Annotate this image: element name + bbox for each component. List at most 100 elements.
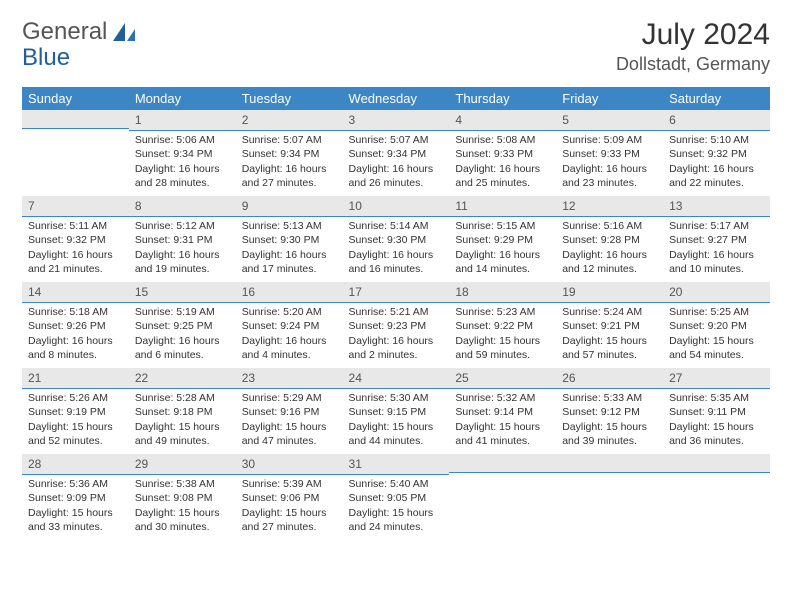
sunset-text: Sunset: 9:16 PM (242, 405, 337, 419)
daylight-text: Daylight: 15 hours and 52 minutes. (28, 420, 123, 448)
calendar-day-cell: 23Sunrise: 5:29 AMSunset: 9:16 PMDayligh… (236, 368, 343, 454)
weekday-header: Friday (556, 87, 663, 110)
day-number: 29 (129, 454, 236, 475)
sunrise-text: Sunrise: 5:28 AM (135, 391, 230, 405)
calendar-day-cell: 6Sunrise: 5:10 AMSunset: 9:32 PMDaylight… (663, 110, 770, 196)
header: General July 2024 Dollstadt, Germany (22, 18, 770, 75)
day-number (663, 454, 770, 473)
calendar-day-cell: 17Sunrise: 5:21 AMSunset: 9:23 PMDayligh… (343, 282, 450, 368)
sunrise-text: Sunrise: 5:10 AM (669, 133, 764, 147)
day-data: Sunrise: 5:39 AMSunset: 9:06 PMDaylight:… (236, 475, 343, 538)
day-data: Sunrise: 5:21 AMSunset: 9:23 PMDaylight:… (343, 303, 450, 366)
sunset-text: Sunset: 9:29 PM (455, 233, 550, 247)
sunset-text: Sunset: 9:32 PM (28, 233, 123, 247)
sunrise-text: Sunrise: 5:23 AM (455, 305, 550, 319)
day-data: Sunrise: 5:23 AMSunset: 9:22 PMDaylight:… (449, 303, 556, 366)
day-data: Sunrise: 5:32 AMSunset: 9:14 PMDaylight:… (449, 389, 556, 452)
calendar-week-row: 1Sunrise: 5:06 AMSunset: 9:34 PMDaylight… (22, 110, 770, 196)
sunrise-text: Sunrise: 5:19 AM (135, 305, 230, 319)
day-data: Sunrise: 5:33 AMSunset: 9:12 PMDaylight:… (556, 389, 663, 452)
sunrise-text: Sunrise: 5:25 AM (669, 305, 764, 319)
day-data: Sunrise: 5:13 AMSunset: 9:30 PMDaylight:… (236, 217, 343, 280)
weekday-header: Sunday (22, 87, 129, 110)
calendar-day-cell: 9Sunrise: 5:13 AMSunset: 9:30 PMDaylight… (236, 196, 343, 282)
daylight-text: Daylight: 16 hours and 4 minutes. (242, 334, 337, 362)
weekday-header: Wednesday (343, 87, 450, 110)
day-number: 9 (236, 196, 343, 217)
sunrise-text: Sunrise: 5:15 AM (455, 219, 550, 233)
day-number: 5 (556, 110, 663, 131)
daylight-text: Daylight: 15 hours and 36 minutes. (669, 420, 764, 448)
sunset-text: Sunset: 9:33 PM (455, 147, 550, 161)
day-data: Sunrise: 5:40 AMSunset: 9:05 PMDaylight:… (343, 475, 450, 538)
day-data: Sunrise: 5:20 AMSunset: 9:24 PMDaylight:… (236, 303, 343, 366)
daylight-text: Daylight: 16 hours and 21 minutes. (28, 248, 123, 276)
day-number: 7 (22, 196, 129, 217)
calendar-day-cell: 30Sunrise: 5:39 AMSunset: 9:06 PMDayligh… (236, 454, 343, 540)
calendar-day-cell: 20Sunrise: 5:25 AMSunset: 9:20 PMDayligh… (663, 282, 770, 368)
daylight-text: Daylight: 16 hours and 8 minutes. (28, 334, 123, 362)
sunset-text: Sunset: 9:34 PM (242, 147, 337, 161)
sunset-text: Sunset: 9:34 PM (349, 147, 444, 161)
daylight-text: Daylight: 16 hours and 17 minutes. (242, 248, 337, 276)
day-number: 31 (343, 454, 450, 475)
calendar-day-cell: 26Sunrise: 5:33 AMSunset: 9:12 PMDayligh… (556, 368, 663, 454)
day-data: Sunrise: 5:17 AMSunset: 9:27 PMDaylight:… (663, 217, 770, 280)
sunset-text: Sunset: 9:34 PM (135, 147, 230, 161)
day-number: 1 (129, 110, 236, 131)
day-number: 13 (663, 196, 770, 217)
weekday-header: Monday (129, 87, 236, 110)
day-data: Sunrise: 5:11 AMSunset: 9:32 PMDaylight:… (22, 217, 129, 280)
sunrise-text: Sunrise: 5:16 AM (562, 219, 657, 233)
calendar-day-cell: 28Sunrise: 5:36 AMSunset: 9:09 PMDayligh… (22, 454, 129, 540)
day-data: Sunrise: 5:15 AMSunset: 9:29 PMDaylight:… (449, 217, 556, 280)
day-number: 26 (556, 368, 663, 389)
day-data: Sunrise: 5:28 AMSunset: 9:18 PMDaylight:… (129, 389, 236, 452)
day-data: Sunrise: 5:16 AMSunset: 9:28 PMDaylight:… (556, 217, 663, 280)
day-data: Sunrise: 5:35 AMSunset: 9:11 PMDaylight:… (663, 389, 770, 452)
day-data: Sunrise: 5:38 AMSunset: 9:08 PMDaylight:… (129, 475, 236, 538)
sunrise-text: Sunrise: 5:39 AM (242, 477, 337, 491)
sunset-text: Sunset: 9:23 PM (349, 319, 444, 333)
daylight-text: Daylight: 15 hours and 27 minutes. (242, 506, 337, 534)
logalblue-sail-icon (111, 21, 137, 43)
calendar-day-cell: 3Sunrise: 5:07 AMSunset: 9:34 PMDaylight… (343, 110, 450, 196)
sunset-text: Sunset: 9:15 PM (349, 405, 444, 419)
sunrise-text: Sunrise: 5:35 AM (669, 391, 764, 405)
day-number: 27 (663, 368, 770, 389)
sunrise-text: Sunrise: 5:20 AM (242, 305, 337, 319)
sunset-text: Sunset: 9:31 PM (135, 233, 230, 247)
daylight-text: Daylight: 15 hours and 39 minutes. (562, 420, 657, 448)
logo: General (22, 18, 139, 46)
day-number: 17 (343, 282, 450, 303)
calendar-day-cell: 29Sunrise: 5:38 AMSunset: 9:08 PMDayligh… (129, 454, 236, 540)
calendar-day-cell: 10Sunrise: 5:14 AMSunset: 9:30 PMDayligh… (343, 196, 450, 282)
weekday-header: Tuesday (236, 87, 343, 110)
daylight-text: Daylight: 16 hours and 6 minutes. (135, 334, 230, 362)
day-number: 28 (22, 454, 129, 475)
day-number: 25 (449, 368, 556, 389)
sunset-text: Sunset: 9:14 PM (455, 405, 550, 419)
calendar-day-cell (663, 454, 770, 540)
day-number: 23 (236, 368, 343, 389)
daylight-text: Daylight: 15 hours and 49 minutes. (135, 420, 230, 448)
day-data: Sunrise: 5:12 AMSunset: 9:31 PMDaylight:… (129, 217, 236, 280)
calendar-day-cell: 31Sunrise: 5:40 AMSunset: 9:05 PMDayligh… (343, 454, 450, 540)
day-number: 6 (663, 110, 770, 131)
sunrise-text: Sunrise: 5:08 AM (455, 133, 550, 147)
sunrise-text: Sunrise: 5:21 AM (349, 305, 444, 319)
calendar-day-cell: 19Sunrise: 5:24 AMSunset: 9:21 PMDayligh… (556, 282, 663, 368)
sunset-text: Sunset: 9:11 PM (669, 405, 764, 419)
sunrise-text: Sunrise: 5:40 AM (349, 477, 444, 491)
day-number: 30 (236, 454, 343, 475)
day-data: Sunrise: 5:10 AMSunset: 9:32 PMDaylight:… (663, 131, 770, 194)
calendar-day-cell: 14Sunrise: 5:18 AMSunset: 9:26 PMDayligh… (22, 282, 129, 368)
day-number: 8 (129, 196, 236, 217)
calendar-day-cell: 16Sunrise: 5:20 AMSunset: 9:24 PMDayligh… (236, 282, 343, 368)
day-number (22, 110, 129, 129)
sunset-text: Sunset: 9:21 PM (562, 319, 657, 333)
daylight-text: Daylight: 15 hours and 44 minutes. (349, 420, 444, 448)
sunset-text: Sunset: 9:18 PM (135, 405, 230, 419)
sunrise-text: Sunrise: 5:13 AM (242, 219, 337, 233)
calendar-day-cell (556, 454, 663, 540)
